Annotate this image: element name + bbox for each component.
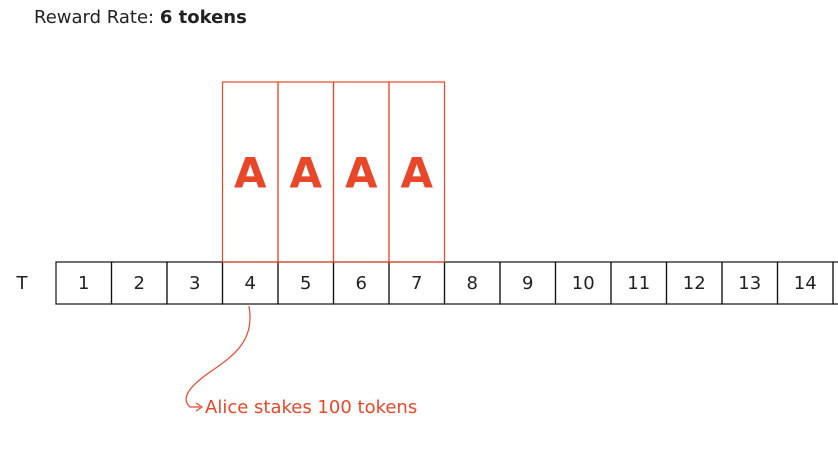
reward-value: 6 tokens <box>160 7 247 28</box>
time-label: 13 <box>738 273 761 294</box>
time-label: 12 <box>683 273 706 294</box>
partial-cell <box>832 261 838 305</box>
stake-letter: A <box>400 149 433 198</box>
reward-rate: Reward Rate: 6 tokens <box>34 7 247 28</box>
time-label: 4 <box>245 273 256 294</box>
time-label: 3 <box>189 273 200 294</box>
reward-label: Reward Rate: <box>34 7 154 28</box>
axis-label: T <box>16 273 29 294</box>
time-label: 8 <box>467 273 478 294</box>
time-label: 7 <box>411 273 422 294</box>
time-label: 14 <box>794 273 817 294</box>
time-label: 10 <box>572 273 595 294</box>
annotation-arrow <box>185 305 251 408</box>
time-cell <box>776 261 834 305</box>
stake-block <box>388 81 446 263</box>
arrow-head <box>195 402 204 412</box>
stake-letter: A <box>289 149 322 198</box>
time-label: 11 <box>627 273 650 294</box>
time-label: 9 <box>522 273 533 294</box>
annotation: Alice stakes 100 tokens <box>205 397 417 418</box>
stake-letter: A <box>234 149 267 198</box>
time-label: 5 <box>300 273 311 294</box>
stake-letter: A <box>345 149 378 198</box>
time-label: 6 <box>356 273 367 294</box>
time-label: 1 <box>78 273 89 294</box>
time-label: 2 <box>134 273 145 294</box>
